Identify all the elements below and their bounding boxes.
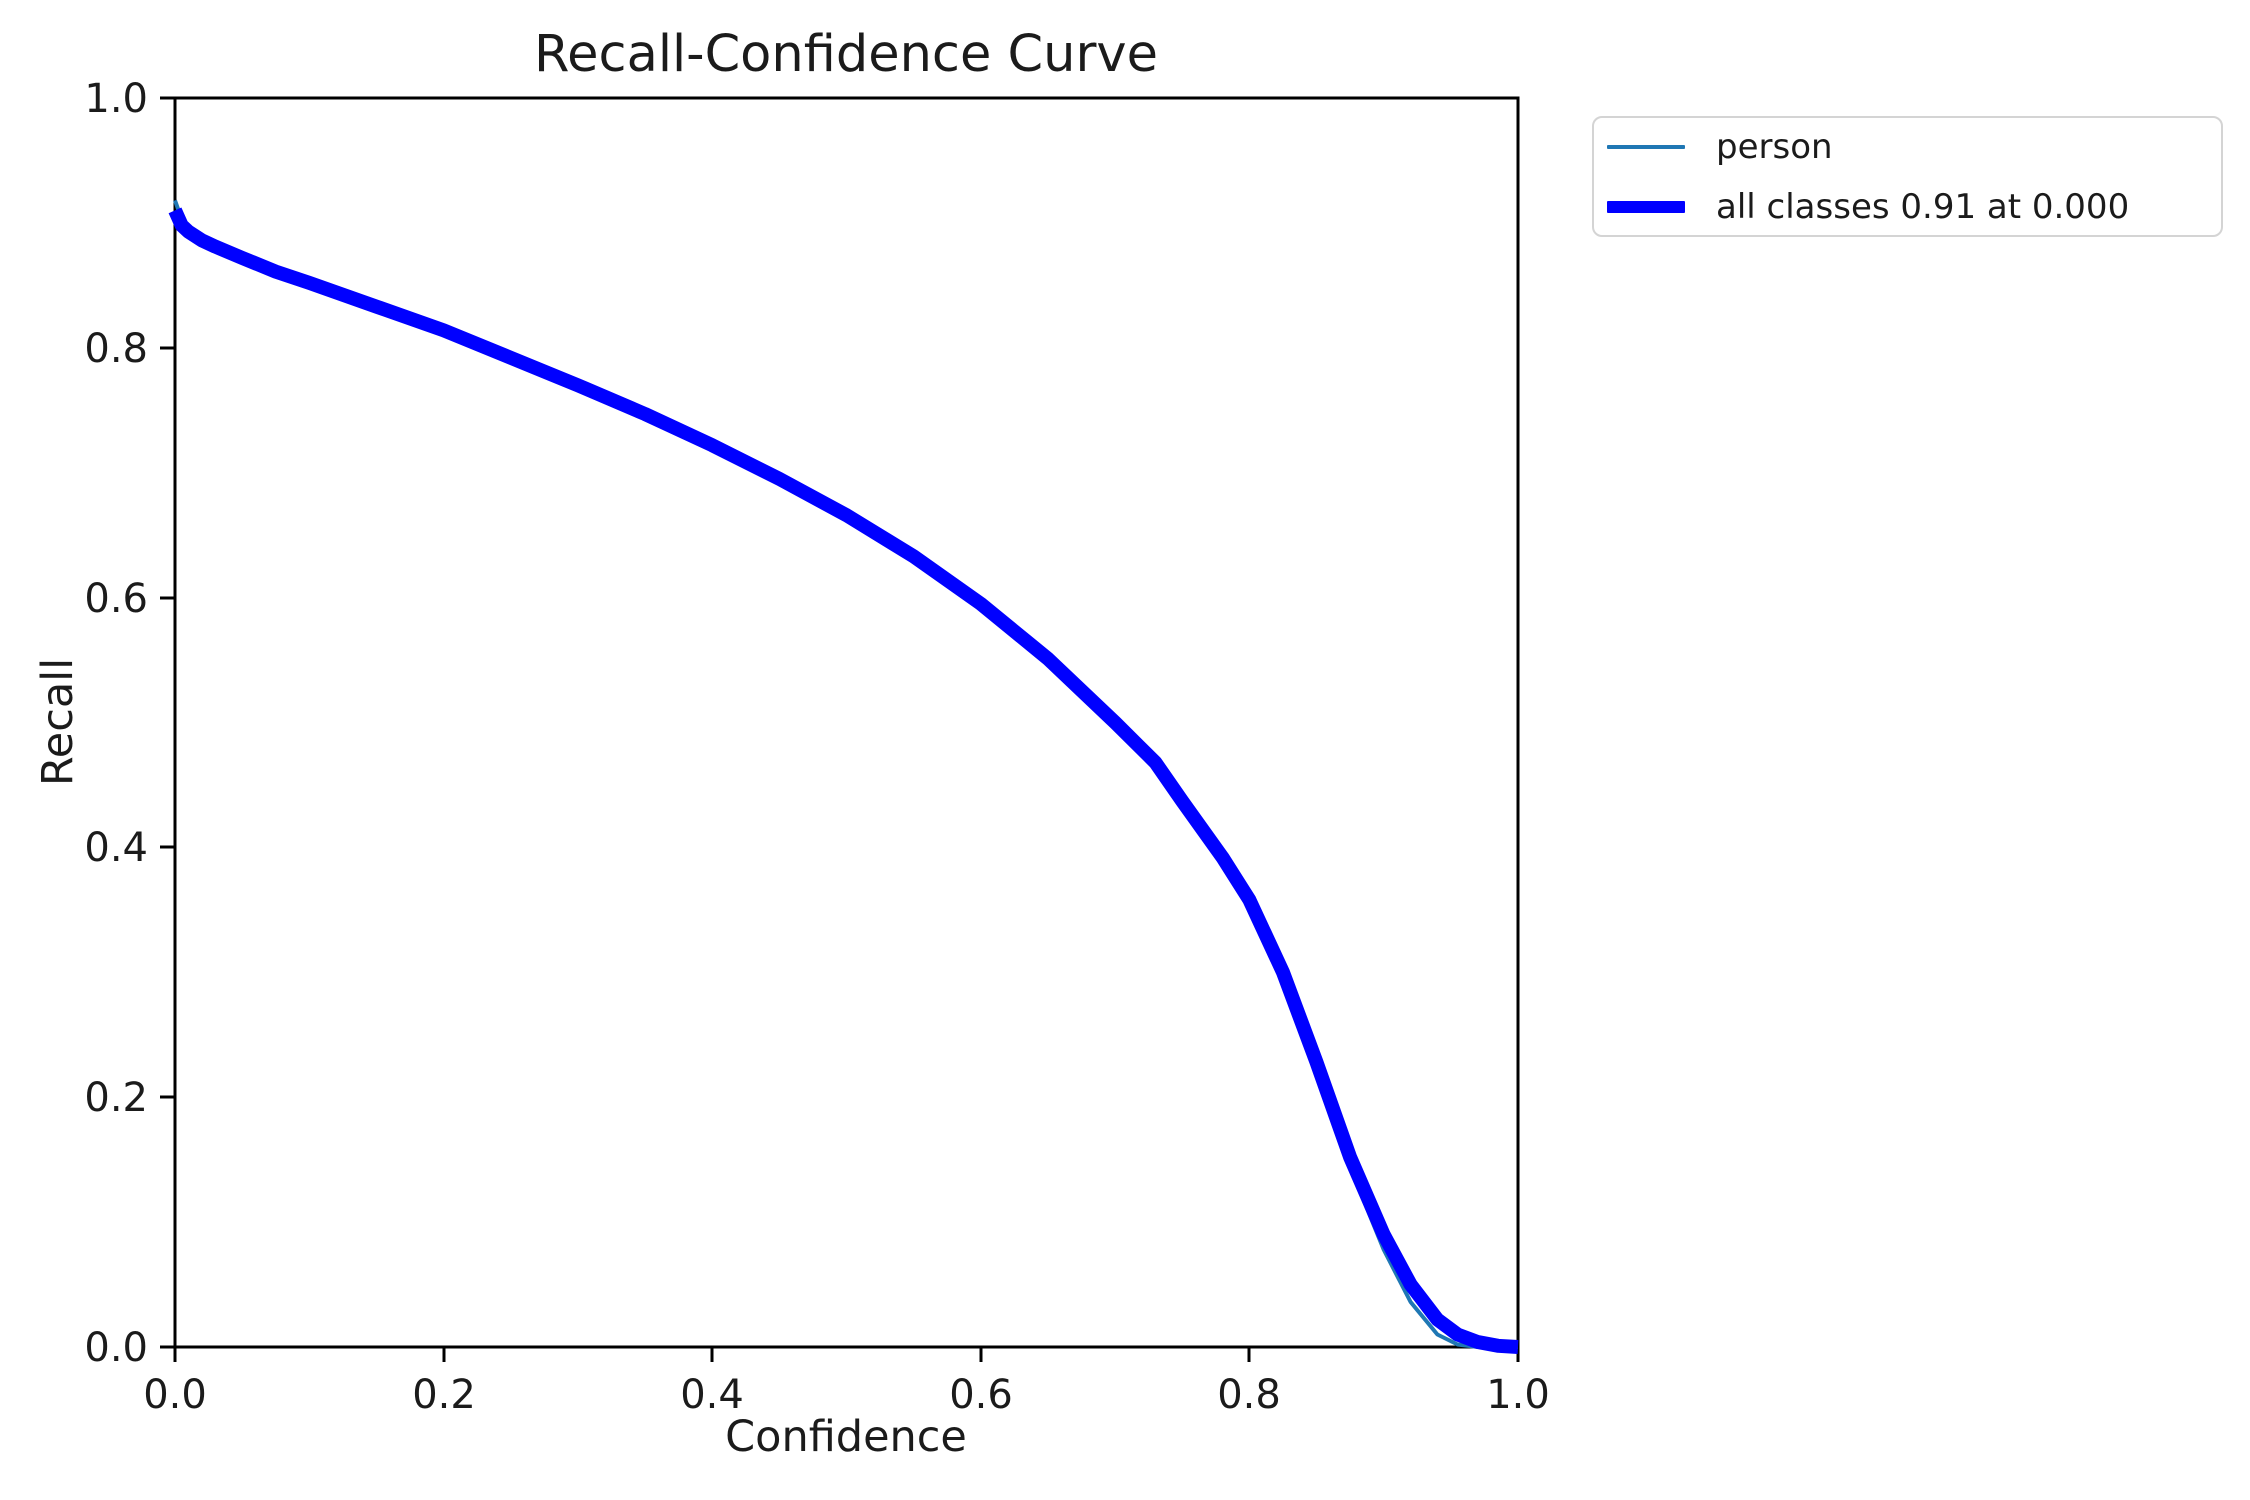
person-line-swatch bbox=[1607, 144, 1685, 149]
curve-series-group bbox=[168, 199, 1519, 1354]
y-tick-label: 0.6 bbox=[84, 576, 148, 622]
all-classes-line-swatch bbox=[1607, 200, 1685, 213]
y-tick-label: 0.2 bbox=[84, 1075, 148, 1121]
x-tick-label: 0.8 bbox=[1217, 1372, 1281, 1418]
chart-title: Recall-Confidence Curve bbox=[534, 25, 1158, 84]
x-tick-label: 0.0 bbox=[143, 1372, 207, 1418]
legend-entry-all-classes: all classes 0.91 at 0.000 bbox=[1607, 185, 2221, 229]
y-tick-label: 0.4 bbox=[84, 825, 148, 871]
series-line-person bbox=[173, 199, 1518, 1349]
x-tick-label: 0.2 bbox=[412, 1372, 476, 1418]
x-tick-label: 0.4 bbox=[680, 1372, 744, 1418]
x-axis-label: Confidence bbox=[725, 1412, 967, 1462]
all-classes-line-swatch-bar bbox=[1607, 200, 1685, 213]
x-tick-label: 0.6 bbox=[949, 1372, 1013, 1418]
legend-label: person bbox=[1716, 126, 1833, 167]
y-tick-labels: 0.0 0.2 0.4 0.6 0.8 1.0 bbox=[84, 76, 148, 1371]
person-line-swatch-bar bbox=[1607, 144, 1685, 149]
plot-border bbox=[173, 96, 1520, 1349]
legend-entry-person: person bbox=[1607, 125, 2221, 169]
legend-label: all classes 0.91 at 0.000 bbox=[1716, 186, 2130, 227]
series-line-all bbox=[168, 207, 1519, 1354]
x-tick-marks bbox=[173, 1348, 1520, 1362]
y-tick-marks bbox=[160, 96, 174, 1349]
y-tick-label: 1.0 bbox=[84, 76, 148, 122]
y-axis-label: Recall bbox=[33, 657, 83, 787]
y-tick-label: 0.0 bbox=[84, 1325, 148, 1371]
x-tick-label: 1.0 bbox=[1486, 1372, 1550, 1418]
legend: person all classes 0.91 at 0.000 bbox=[1592, 116, 2223, 237]
y-tick-label: 0.8 bbox=[84, 326, 148, 372]
x-tick-labels: 0.0 0.2 0.4 0.6 0.8 1.0 bbox=[143, 1372, 1550, 1418]
